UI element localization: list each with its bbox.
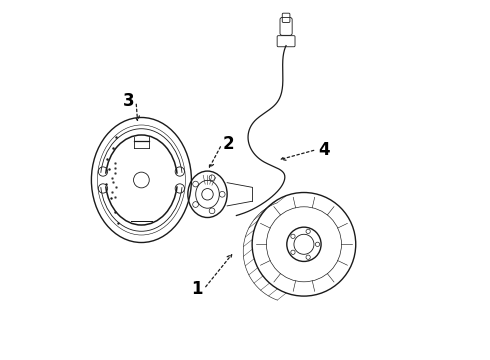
- Text: 1: 1: [191, 280, 202, 298]
- Text: 2: 2: [223, 135, 235, 153]
- Text: 4: 4: [318, 141, 329, 159]
- Text: 3: 3: [123, 93, 135, 111]
